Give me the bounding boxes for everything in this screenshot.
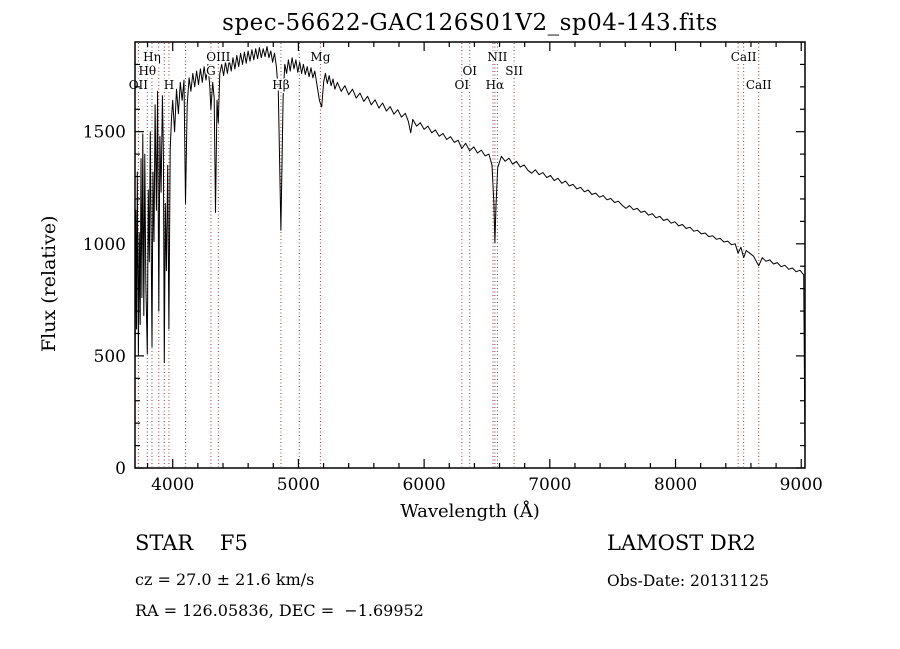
spectral-line-label: CaII: [731, 50, 757, 64]
spectral-line-label: CaII: [746, 78, 772, 92]
y-tick-label: 0: [115, 459, 126, 479]
spectral-line-label: Hθ: [138, 64, 156, 78]
ra-dec-text: RA = 126.05836, DEC = −1.69952: [135, 601, 424, 620]
redshift-velocity-text: cz = 27.0 ± 21.6 km/s: [135, 570, 315, 589]
spectral-line-label: OI: [462, 64, 477, 78]
plot-frame: [134, 41, 806, 469]
x-tick-label: 4000: [151, 475, 194, 495]
survey-release-text: LAMOST DR2: [607, 531, 756, 555]
spectral-line-label: Hα: [486, 78, 505, 92]
spectral-line-label: Hη: [143, 50, 161, 64]
spectral-line-label: OII: [129, 78, 149, 92]
x-tick-label: 8000: [654, 475, 697, 495]
spectrum-curve: [135, 46, 805, 455]
spectral-line-label: SII: [505, 64, 523, 78]
spectral-line-label: Mg: [310, 50, 330, 64]
x-axis-label: Wavelength (Å): [400, 501, 540, 522]
spectral-line-label: NII: [487, 50, 507, 64]
spectral-line-label: Hβ: [272, 78, 289, 92]
spectral-line-label: H: [164, 78, 174, 92]
spectral-line-label: OIII: [206, 50, 230, 64]
x-tick-label: 7000: [528, 475, 571, 495]
x-tick-label: 9000: [780, 475, 823, 495]
obs-date-text: Obs-Date: 20131125: [607, 572, 769, 590]
x-tick-label: 5000: [277, 475, 320, 495]
spectral-line-label: G: [206, 64, 216, 78]
x-tick-label: 6000: [402, 475, 445, 495]
y-tick-label: 500: [94, 347, 126, 367]
y-axis-label: Flux (relative): [38, 215, 60, 353]
object-class-text: STAR F5: [135, 531, 248, 555]
y-tick-label: 1500: [83, 123, 126, 143]
spectral-line-label: OI: [455, 78, 470, 92]
plot-title: spec-56622-GAC126S01V2_sp04-143.fits: [222, 10, 718, 36]
y-tick-label: 1000: [83, 235, 126, 255]
